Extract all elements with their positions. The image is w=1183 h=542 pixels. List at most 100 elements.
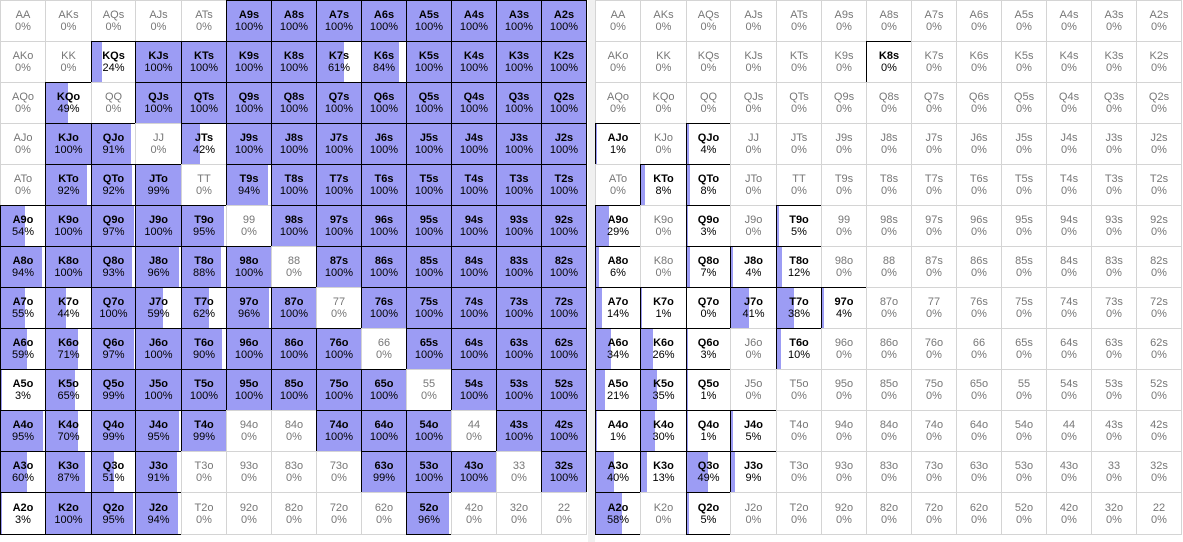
hand-cell[interactable]: J8s 100% bbox=[271, 123, 317, 165]
hand-cell[interactable]: A8o 94% bbox=[0, 246, 46, 288]
hand-cell[interactable]: AJo 1% bbox=[595, 123, 641, 165]
hand-cell[interactable]: 85o 100% bbox=[271, 369, 317, 411]
hand-cell[interactable]: K4s 100% bbox=[451, 41, 497, 83]
hand-cell[interactable]: T8s 100% bbox=[271, 164, 317, 206]
hand-cell[interactable]: A3s 100% bbox=[496, 0, 542, 42]
hand-cell[interactable]: 86o 0% bbox=[866, 328, 912, 370]
hand-cell[interactable]: KTo 8% bbox=[640, 164, 687, 206]
hand-cell[interactable]: TT 0% bbox=[181, 164, 227, 206]
hand-cell[interactable]: 73s 100% bbox=[496, 287, 542, 329]
hand-cell[interactable]: 87o 100% bbox=[271, 287, 317, 329]
hand-cell[interactable]: 73o 0% bbox=[911, 451, 957, 493]
hand-cell[interactable]: 88 0% bbox=[271, 246, 317, 288]
hand-cell[interactable]: T4s 0% bbox=[1046, 164, 1092, 206]
hand-cell[interactable]: 93o 0% bbox=[226, 451, 272, 493]
hand-cell[interactable]: K5s 0% bbox=[1001, 41, 1047, 83]
hand-cell[interactable]: ATo 0% bbox=[0, 164, 46, 206]
hand-cell[interactable]: T9s 94% bbox=[226, 164, 272, 206]
hand-cell[interactable]: 73s 0% bbox=[1091, 287, 1137, 329]
hand-cell[interactable]: Q9s 100% bbox=[226, 82, 272, 124]
hand-cell[interactable]: 83o 0% bbox=[271, 451, 317, 493]
hand-cell[interactable]: K6s 0% bbox=[956, 41, 1002, 83]
hand-cell[interactable]: 62o 0% bbox=[956, 492, 1002, 535]
hand-cell[interactable]: 54s 0% bbox=[1046, 369, 1092, 411]
hand-cell[interactable]: 97s 100% bbox=[316, 205, 362, 247]
hand-cell[interactable]: Q2o 95% bbox=[91, 492, 136, 535]
hand-cell[interactable]: A8s 0% bbox=[866, 0, 912, 42]
hand-cell[interactable]: KQo 49% bbox=[45, 82, 92, 124]
hand-cell[interactable]: QQ 0% bbox=[91, 82, 136, 124]
hand-cell[interactable]: JTo 0% bbox=[730, 164, 777, 206]
hand-cell[interactable]: K8s 100% bbox=[271, 41, 317, 83]
hand-cell[interactable]: 63o 99% bbox=[361, 451, 407, 493]
hand-cell[interactable]: A7s 100% bbox=[316, 0, 362, 42]
hand-cell[interactable]: K3o 13% bbox=[640, 451, 687, 493]
hand-cell[interactable]: 42o 0% bbox=[1046, 492, 1092, 535]
hand-cell[interactable]: T5o 0% bbox=[776, 369, 822, 411]
hand-cell[interactable]: 76o 100% bbox=[316, 328, 362, 370]
hand-cell[interactable]: K5s 100% bbox=[406, 41, 452, 83]
hand-cell[interactable]: T7s 0% bbox=[911, 164, 957, 206]
hand-cell[interactable]: T5s 100% bbox=[406, 164, 452, 206]
hand-cell[interactable]: J3s 100% bbox=[496, 123, 542, 165]
hand-cell[interactable]: 97s 0% bbox=[911, 205, 957, 247]
hand-cell[interactable]: T8o 88% bbox=[181, 246, 227, 288]
hand-cell[interactable]: 32s 100% bbox=[541, 451, 587, 493]
hand-cell[interactable]: ATo 0% bbox=[595, 164, 641, 206]
hand-cell[interactable]: AA 0% bbox=[595, 0, 641, 42]
hand-cell[interactable]: T6s 100% bbox=[361, 164, 407, 206]
hand-cell[interactable]: 77 0% bbox=[316, 287, 362, 329]
hand-cell[interactable]: Q6o 97% bbox=[91, 328, 136, 370]
hand-cell[interactable]: 99 0% bbox=[226, 205, 272, 247]
hand-cell[interactable]: 63s 0% bbox=[1091, 328, 1137, 370]
hand-cell[interactable]: Q6s 100% bbox=[361, 82, 407, 124]
hand-cell[interactable]: J6o 0% bbox=[730, 328, 777, 370]
hand-cell[interactable]: J8o 96% bbox=[135, 246, 182, 288]
hand-cell[interactable]: K6s 84% bbox=[361, 41, 407, 83]
hand-cell[interactable]: Q9o 3% bbox=[686, 205, 731, 247]
hand-cell[interactable]: KJs 100% bbox=[135, 41, 182, 83]
hand-cell[interactable]: 98o 100% bbox=[226, 246, 272, 288]
hand-cell[interactable]: JTo 99% bbox=[135, 164, 182, 206]
hand-cell[interactable]: K3o 87% bbox=[45, 451, 92, 493]
hand-cell[interactable]: J8s 0% bbox=[866, 123, 912, 165]
hand-cell[interactable]: 85o 0% bbox=[866, 369, 912, 411]
hand-cell[interactable]: 95o 100% bbox=[226, 369, 272, 411]
hand-cell[interactable]: 54o 0% bbox=[1001, 410, 1047, 452]
hand-cell[interactable]: 72o 0% bbox=[911, 492, 957, 535]
hand-cell[interactable]: 87o 0% bbox=[866, 287, 912, 329]
hand-cell[interactable]: T6o 10% bbox=[776, 328, 822, 370]
hand-cell[interactable]: KTo 92% bbox=[45, 164, 92, 206]
hand-cell[interactable]: KQs 0% bbox=[686, 41, 731, 83]
hand-cell[interactable]: 87s 100% bbox=[316, 246, 362, 288]
hand-cell[interactable]: 62s 0% bbox=[1136, 328, 1182, 370]
hand-cell[interactable]: J3o 9% bbox=[730, 451, 777, 493]
hand-cell[interactable]: T2o 0% bbox=[776, 492, 822, 535]
hand-cell[interactable]: Q7o 100% bbox=[91, 287, 136, 329]
hand-cell[interactable]: K2s 100% bbox=[541, 41, 587, 83]
hand-cell[interactable]: 65s 100% bbox=[406, 328, 452, 370]
hand-cell[interactable]: 54o 100% bbox=[406, 410, 452, 452]
hand-cell[interactable]: 52s 100% bbox=[541, 369, 587, 411]
hand-cell[interactable]: T7o 62% bbox=[181, 287, 227, 329]
hand-cell[interactable]: KJo 0% bbox=[640, 123, 687, 165]
hand-cell[interactable]: 87s 0% bbox=[911, 246, 957, 288]
hand-cell[interactable]: J5o 0% bbox=[730, 369, 777, 411]
hand-cell[interactable]: Q8o 7% bbox=[686, 246, 731, 288]
hand-cell[interactable]: 75o 0% bbox=[911, 369, 957, 411]
hand-cell[interactable]: 84o 0% bbox=[271, 410, 317, 452]
hand-cell[interactable]: J3o 91% bbox=[135, 451, 182, 493]
hand-cell[interactable]: A4o 1% bbox=[595, 410, 641, 452]
hand-cell[interactable]: J7o 41% bbox=[730, 287, 777, 329]
hand-cell[interactable]: 84s 100% bbox=[451, 246, 497, 288]
hand-cell[interactable]: 86o 100% bbox=[271, 328, 317, 370]
hand-cell[interactable]: 83o 0% bbox=[866, 451, 912, 493]
hand-cell[interactable]: K9o 100% bbox=[45, 205, 92, 247]
hand-cell[interactable]: 55 0% bbox=[1001, 369, 1047, 411]
hand-cell[interactable]: 65s 0% bbox=[1001, 328, 1047, 370]
hand-cell[interactable]: T7o 38% bbox=[776, 287, 822, 329]
hand-cell[interactable]: KQs 24% bbox=[91, 41, 136, 83]
hand-cell[interactable]: J4o 95% bbox=[135, 410, 182, 452]
hand-cell[interactable]: 92s 0% bbox=[1136, 205, 1182, 247]
hand-cell[interactable]: A8s 100% bbox=[271, 0, 317, 42]
